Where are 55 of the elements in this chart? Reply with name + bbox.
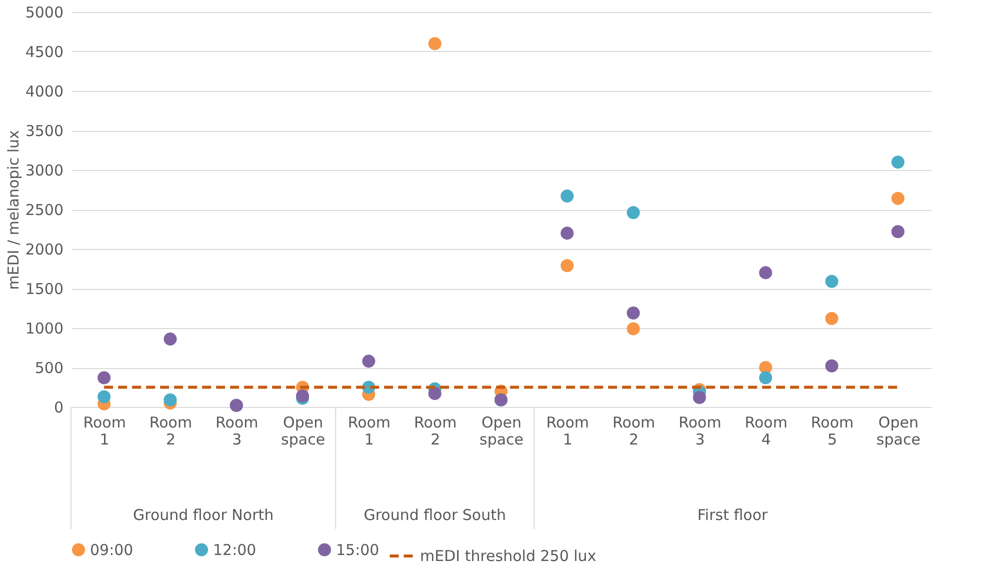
x-tick-label: Room 4: [744, 414, 788, 448]
x-tick-label: Room 5: [810, 414, 854, 448]
text: Ground floor North: [132, 506, 274, 524]
y-tick-label: 0: [54, 398, 64, 416]
point: [891, 192, 904, 205]
point: [164, 393, 177, 406]
y-tick-label: 3500: [25, 122, 64, 140]
x-tick-label: Room 2: [149, 414, 192, 448]
x-tick-label: Room 1: [348, 414, 391, 448]
point: [626, 306, 640, 320]
legend-label: 12:00: [213, 540, 256, 559]
x-tick-label: Room 1: [83, 414, 126, 448]
point: [692, 391, 706, 404]
y-tick-label: 2000: [25, 240, 64, 258]
legend-label: 15:00: [336, 540, 380, 559]
y-tick-label: 4000: [25, 82, 64, 100]
point: [759, 266, 772, 280]
point: [362, 354, 376, 368]
point: [891, 225, 904, 238]
point: [296, 389, 310, 402]
y-tick-label: 2500: [25, 201, 64, 219]
x-tick-label: Room 3: [678, 414, 722, 448]
x-tick-label: Open space: [876, 414, 920, 448]
x-tick-label: Room 2: [612, 414, 656, 448]
point: [560, 259, 574, 272]
point: [98, 371, 111, 384]
text: Ground floor South: [364, 506, 506, 524]
x-tick-label: Open space: [281, 414, 326, 448]
point: [560, 190, 574, 203]
x-tick-label: Open space: [479, 414, 524, 448]
y-tick-label: 500: [34, 359, 64, 377]
y-tick-label: 5000: [25, 4, 64, 22]
y-tick-label: 4500: [25, 43, 64, 61]
legend-label: mEDI threshold 250 lux: [420, 547, 596, 565]
point: [428, 37, 442, 50]
y-tick-label: 3000: [25, 162, 64, 180]
x-tick-label: Room 3: [216, 414, 258, 448]
point: [825, 359, 838, 372]
point: [428, 387, 442, 400]
point: [626, 322, 640, 336]
point: [825, 312, 838, 326]
y-tick-label: 1500: [25, 280, 64, 298]
point: [759, 371, 772, 384]
x-tick-label: Room 1: [546, 414, 590, 448]
point: [825, 274, 838, 288]
point: [98, 390, 111, 404]
x-tick-label: Room 2: [414, 414, 457, 448]
point: [891, 156, 904, 169]
text: First floor: [697, 506, 769, 524]
legend-label: 09:00: [90, 540, 134, 559]
point: [560, 226, 574, 240]
point: [164, 332, 177, 346]
y-axis-title: mEDI / melanopic lux: [4, 130, 22, 290]
point: [626, 206, 640, 220]
y-tick-label: 1000: [25, 320, 64, 338]
